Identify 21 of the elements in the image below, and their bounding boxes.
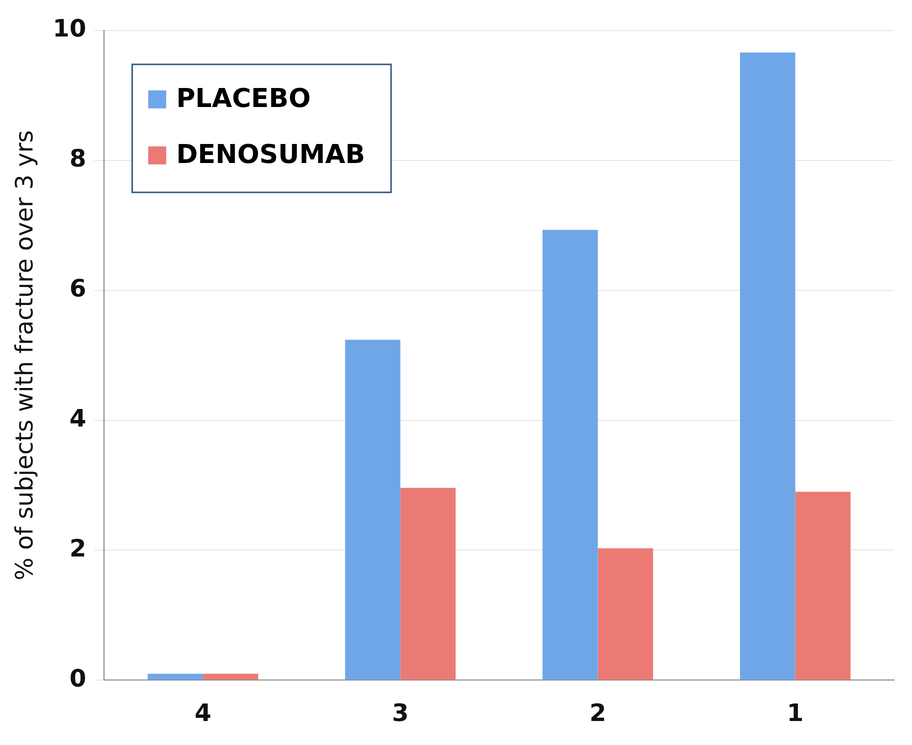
legend-label: DENOSUMAB <box>176 140 366 170</box>
bar <box>740 52 796 680</box>
x-tick-label: 4 <box>194 698 212 727</box>
y-tick-label: 8 <box>69 144 86 173</box>
bar <box>598 548 654 680</box>
bar <box>400 488 456 680</box>
legend-label: PLACEBO <box>176 84 311 114</box>
bar <box>345 340 400 680</box>
bar <box>795 492 851 680</box>
x-tick-label: 2 <box>589 698 606 727</box>
y-axis-title: % of subjects with fracture over 3 yrs <box>10 130 39 580</box>
bar <box>148 674 203 680</box>
bar <box>202 674 258 680</box>
x-tick-label: 1 <box>786 698 804 727</box>
bar <box>542 230 598 680</box>
y-tick-label: 4 <box>69 404 86 433</box>
y-tick-label: 6 <box>69 274 86 303</box>
x-tick-label: 3 <box>392 698 409 727</box>
y-tick-label: 0 <box>69 664 86 692</box>
y-tick-label: 10 <box>52 14 86 43</box>
y-tick-label: 2 <box>69 534 86 562</box>
